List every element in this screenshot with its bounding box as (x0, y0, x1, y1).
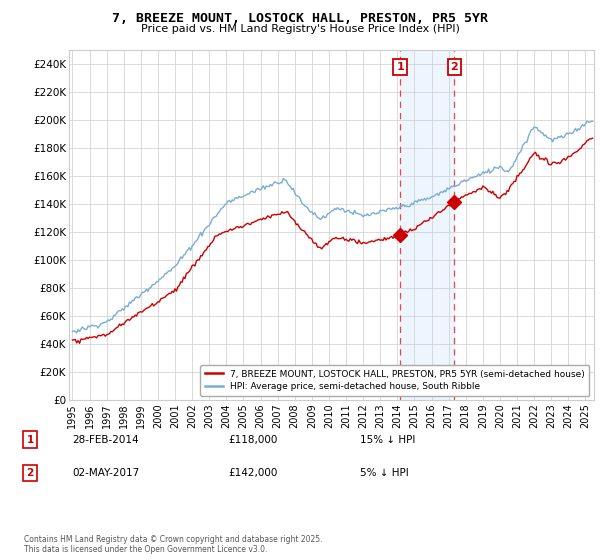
Text: Contains HM Land Registry data © Crown copyright and database right 2025.
This d: Contains HM Land Registry data © Crown c… (24, 535, 323, 554)
Text: 1: 1 (396, 62, 404, 72)
Text: 1: 1 (26, 435, 34, 445)
Text: 7, BREEZE MOUNT, LOSTOCK HALL, PRESTON, PR5 5YR: 7, BREEZE MOUNT, LOSTOCK HALL, PRESTON, … (112, 12, 488, 25)
Text: £142,000: £142,000 (228, 468, 277, 478)
Text: 15% ↓ HPI: 15% ↓ HPI (360, 435, 415, 445)
Text: £118,000: £118,000 (228, 435, 277, 445)
Text: Price paid vs. HM Land Registry's House Price Index (HPI): Price paid vs. HM Land Registry's House … (140, 24, 460, 34)
Text: 2: 2 (26, 468, 34, 478)
Text: 28-FEB-2014: 28-FEB-2014 (72, 435, 139, 445)
Legend: 7, BREEZE MOUNT, LOSTOCK HALL, PRESTON, PR5 5YR (semi-detached house), HPI: Aver: 7, BREEZE MOUNT, LOSTOCK HALL, PRESTON, … (200, 365, 589, 396)
Text: 5% ↓ HPI: 5% ↓ HPI (360, 468, 409, 478)
Text: 2: 2 (451, 62, 458, 72)
Text: 02-MAY-2017: 02-MAY-2017 (72, 468, 139, 478)
Bar (400, 50, 454, 400)
